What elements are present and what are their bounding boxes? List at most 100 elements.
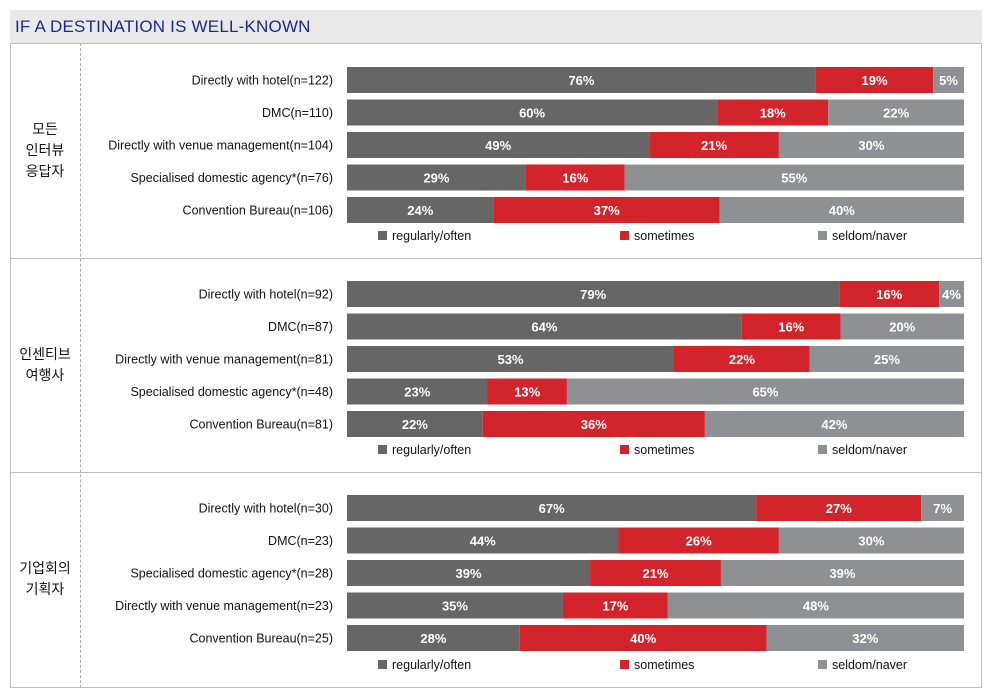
data-label: 49% — [485, 138, 511, 153]
category-label: Specialised domestic agency*(n=48) — [130, 385, 333, 399]
bar-segment-seldom — [719, 197, 964, 223]
category-label: Directly with hotel(n=122) — [192, 74, 333, 88]
bar-segment-sometimes — [519, 625, 767, 651]
bar-segment-seldom — [933, 67, 964, 93]
data-label: 25% — [874, 352, 900, 367]
legend-label: sometimes — [634, 658, 694, 672]
data-label: 39% — [829, 566, 855, 581]
section-divider — [10, 472, 982, 473]
group-label-all-respondents: 모든 인터뷰 응답자 — [25, 121, 65, 179]
bar-segment-regularly — [347, 99, 718, 126]
data-label: 64% — [531, 320, 557, 335]
data-label: 42% — [821, 417, 847, 432]
legend-swatch-sometimes — [620, 445, 629, 454]
legend-label: seldom/naver — [832, 658, 907, 672]
data-label: 65% — [752, 385, 778, 400]
section-divider — [10, 258, 982, 259]
data-label: 17% — [602, 599, 628, 614]
chart-title: IF A DESTINATION IS WELL-KNOWN — [15, 17, 311, 36]
legend-label: seldom/naver — [832, 443, 907, 457]
data-label: 26% — [686, 534, 712, 549]
category-label: Directly with venue management(n=104) — [108, 139, 333, 153]
data-label: 23% — [404, 385, 430, 400]
legend-label: seldom/naver — [832, 229, 907, 243]
legend-label: regularly/often — [392, 229, 471, 243]
bar-segment-sometimes — [674, 346, 810, 372]
data-label: 21% — [701, 138, 727, 153]
bar-segment-seldom — [766, 625, 964, 651]
category-label: Directly with hotel(n=30) — [199, 502, 333, 516]
legend-label: sometimes — [634, 229, 694, 243]
data-label: 20% — [889, 320, 915, 335]
bar-segment-sometimes — [815, 67, 934, 93]
bar-segment-seldom — [840, 313, 964, 340]
data-label: 32% — [852, 631, 878, 646]
data-label: 7% — [933, 501, 952, 516]
data-label: 30% — [858, 534, 884, 549]
legend-label: regularly/often — [392, 443, 471, 457]
data-label: 27% — [826, 501, 852, 516]
category-label: Convention Bureau(n=106) — [183, 204, 333, 218]
legend-label: sometimes — [634, 443, 694, 457]
legend-label: regularly/often — [392, 658, 471, 672]
legend-swatch-sometimes — [620, 231, 629, 240]
data-label: 67% — [539, 501, 565, 516]
bar-segment-sometimes — [590, 560, 721, 586]
bar-segment-regularly — [347, 197, 494, 223]
bar-segment-regularly — [347, 164, 526, 191]
data-label: 29% — [423, 171, 449, 186]
bar-segment-seldom — [921, 495, 964, 521]
data-label: 60% — [519, 106, 545, 121]
data-label: 13% — [514, 385, 540, 400]
data-label: 53% — [497, 352, 523, 367]
data-label: 22% — [402, 417, 428, 432]
legend-swatch-seldom — [818, 660, 827, 669]
category-label: Directly with hotel(n=92) — [199, 288, 333, 302]
data-label: 40% — [829, 203, 855, 218]
bar-segment-sometimes — [618, 527, 779, 554]
legend-swatch-regularly — [378, 445, 387, 454]
bar-segment-seldom — [667, 592, 964, 619]
category-label: Directly with venue management(n=23) — [115, 599, 333, 613]
data-label: 28% — [420, 631, 446, 646]
bar-segment-sometimes — [839, 281, 940, 307]
bar-segment-seldom — [704, 411, 964, 437]
group-label-incentive-agency: 인센티브 여행사 — [19, 346, 71, 383]
category-label: Convention Bureau(n=25) — [190, 632, 334, 646]
category-label: Convention Bureau(n=81) — [190, 418, 334, 432]
bar-segment-sometimes — [562, 592, 668, 619]
category-label: DMC(n=110) — [262, 106, 333, 120]
data-label: 18% — [760, 106, 786, 121]
bar-segment-sometimes — [649, 132, 779, 158]
chart-frame — [10, 43, 982, 688]
data-label: 37% — [594, 203, 620, 218]
bar-segment-seldom — [624, 164, 964, 191]
data-label: 16% — [562, 171, 588, 186]
bar-segment-sometimes — [482, 411, 705, 437]
bar-segment-sometimes — [756, 495, 922, 521]
group-label-corporate-planner: 기업회의 기획자 — [19, 560, 71, 597]
label-column-divider — [80, 43, 81, 688]
category-label: Specialised domestic agency*(n=76) — [130, 171, 333, 185]
bar-segment-regularly — [347, 67, 816, 93]
data-label: 55% — [781, 171, 807, 186]
bar-segment-regularly — [347, 625, 520, 651]
category-label: Directly with venue management(n=81) — [115, 353, 333, 367]
legend-swatch-regularly — [378, 231, 387, 240]
data-label: 36% — [581, 417, 607, 432]
data-label: 21% — [642, 566, 668, 581]
bar-segment-seldom — [939, 281, 964, 307]
bar-segment-regularly — [347, 346, 675, 372]
bar-segment-sometimes — [525, 164, 625, 191]
bar-segment-sometimes — [717, 99, 829, 126]
bar-segment-regularly — [347, 560, 591, 586]
legend-swatch-sometimes — [620, 660, 629, 669]
data-label: 35% — [442, 599, 468, 614]
data-label: 30% — [858, 138, 884, 153]
bar-segment-regularly — [347, 592, 563, 619]
bar-segment-regularly — [347, 132, 650, 158]
category-label: DMC(n=87) — [268, 320, 333, 334]
bar-segment-regularly — [347, 378, 488, 405]
legend-swatch-seldom — [818, 231, 827, 240]
